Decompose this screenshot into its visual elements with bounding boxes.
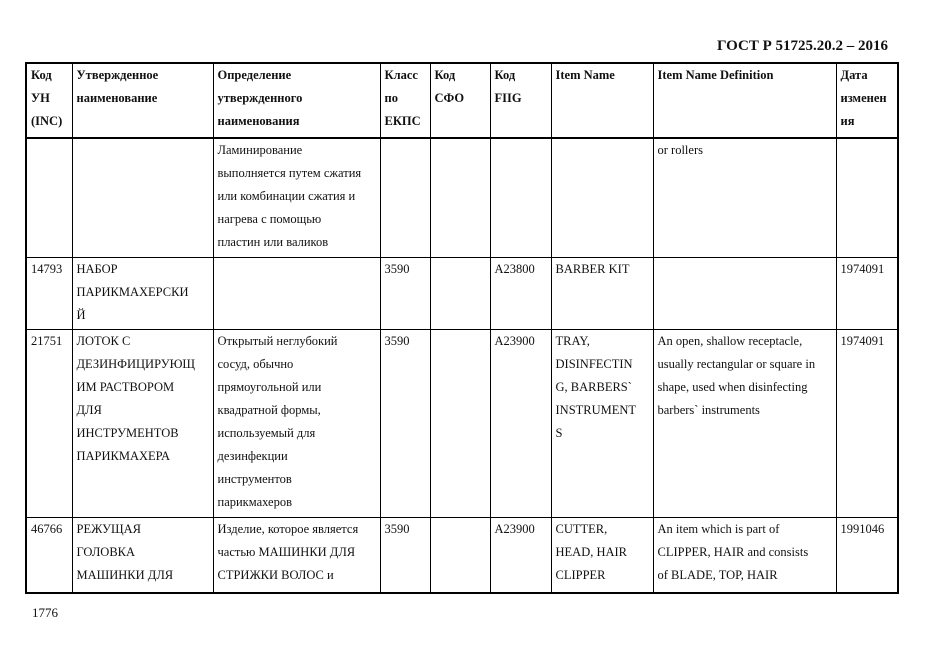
cell-item-name: BARBER KIT bbox=[550, 256, 654, 330]
col-header-fiig: Код FIIG bbox=[489, 62, 552, 139]
cell-fiig bbox=[489, 137, 552, 258]
col-header-approved-name: Утвержденное наименование bbox=[71, 62, 214, 139]
cell-class: 3590 bbox=[379, 516, 431, 594]
cell-fiig: A23800 bbox=[489, 256, 552, 330]
cell-item-name: CUTTER, HEAD, HAIR CLIPPER bbox=[550, 516, 654, 594]
cell-sfo bbox=[429, 516, 491, 594]
cell-fiig: A23900 bbox=[489, 516, 552, 594]
cell-approved-name: ЛОТОК С ДЕЗИНФИЦИРУЮЩ ИМ РАСТВОРОМ ДЛЯ И… bbox=[71, 328, 214, 518]
page-number: 1776 bbox=[32, 605, 58, 620]
table-row: Ламинирование выполняется путем сжатия и… bbox=[25, 137, 899, 258]
cell-date: 1974091 bbox=[835, 328, 899, 518]
cell-definition: Изделие, которое является частью МАШИНКИ… bbox=[212, 516, 381, 594]
cell-date bbox=[835, 137, 899, 258]
cell-approved-name bbox=[71, 137, 214, 258]
cell-item-name: TRAY, DISINFECTIN G, BARBERS` INSTRUMENT… bbox=[550, 328, 654, 518]
cell-definition: Ламинирование выполняется путем сжатия и… bbox=[212, 137, 381, 258]
cell-approved-name: НАБОР ПАРИКМАХЕРСКИ Й bbox=[71, 256, 214, 330]
cell-item-definition: or rollers bbox=[652, 137, 837, 258]
cell-fiig: A23900 bbox=[489, 328, 552, 518]
col-header-item-name: Item Name bbox=[550, 62, 654, 139]
table-row: 46766 РЕЖУЩАЯ ГОЛОВКА МАШИНКИ ДЛЯ Изделие,… bbox=[25, 516, 899, 594]
cell-item-definition bbox=[652, 256, 837, 330]
cell-date: 1974091 bbox=[835, 256, 899, 330]
col-header-item-definition: Item Name Definition bbox=[652, 62, 837, 139]
cell-class: 3590 bbox=[379, 328, 431, 518]
cell-item-name bbox=[550, 137, 654, 258]
col-header-sfo: Код СФО bbox=[429, 62, 491, 139]
cell-class bbox=[379, 137, 431, 258]
cell-inc: 14793 bbox=[25, 256, 73, 330]
cell-approved-name: РЕЖУЩАЯ ГОЛОВКА МАШИНКИ ДЛЯ bbox=[71, 516, 214, 594]
col-header-date: Дата изменен ия bbox=[835, 62, 899, 139]
col-header-class: Класс по ЕКПС bbox=[379, 62, 431, 139]
cell-definition bbox=[212, 256, 381, 330]
cell-inc: 21751 bbox=[25, 328, 73, 518]
table-header-row: Код УН (INC) Утвержденное наименование О… bbox=[25, 62, 899, 139]
col-header-definition: Определение утвержденного наименования bbox=[212, 62, 381, 139]
table-row: 14793 НАБОР ПАРИКМАХЕРСКИ Й 3590 A23800 BARB… bbox=[25, 256, 899, 330]
col-header-inc: Код УН (INC) bbox=[25, 62, 73, 139]
cell-sfo bbox=[429, 328, 491, 518]
table-row: 21751 ЛОТОК С ДЕЗИНФИЦИРУЮЩ ИМ РАСТВОРОМ … bbox=[25, 328, 899, 518]
cell-date: 1991046 bbox=[835, 516, 899, 594]
document-title: ГОСТ Р 51725.20.2 – 2016 bbox=[716, 38, 888, 54]
items-table: Код УН (INC) Утвержденное наименование О… bbox=[25, 62, 899, 594]
cell-inc: 46766 bbox=[25, 516, 73, 594]
cell-inc bbox=[25, 137, 73, 258]
cell-sfo bbox=[429, 137, 491, 258]
cell-item-definition: An item which is part of CLIPPER, HAIR a… bbox=[652, 516, 837, 594]
cell-sfo bbox=[429, 256, 491, 330]
cell-definition: Открытый неглубокий сосуд, обычно прямоу… bbox=[212, 328, 381, 518]
cell-item-definition: An open, shallow receptacle, usually rec… bbox=[652, 328, 837, 518]
cell-class: 3590 bbox=[379, 256, 431, 330]
